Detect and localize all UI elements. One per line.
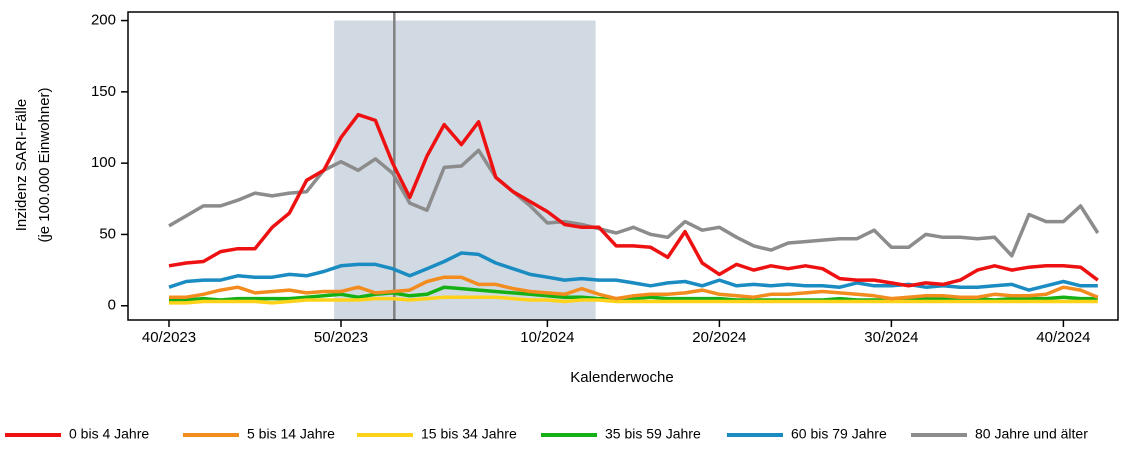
x-tick-label: 20/2024 <box>692 329 746 346</box>
y-axis-label: Inzidenz SARI-Fälle <box>13 99 30 232</box>
y-tick-label: 200 <box>91 12 116 29</box>
x-tick-label: 40/2024 <box>1036 329 1090 346</box>
highlight-band <box>334 20 596 321</box>
legend-label: 60 bis 79 Jahre <box>791 426 887 442</box>
legend-label: 35 bis 59 Jahre <box>605 426 701 442</box>
y-tick-label: 0 <box>108 297 116 314</box>
series-line <box>169 295 1098 305</box>
y-tick-label: 50 <box>99 225 116 242</box>
legend-label: 5 bis 14 Jahre <box>247 426 335 442</box>
x-tick-label: 50/2023 <box>314 329 368 346</box>
legend-label: 0 bis 4 Jahre <box>69 426 149 442</box>
x-tick-label: 30/2024 <box>864 329 918 346</box>
series-line <box>168 251 1098 292</box>
legend-label: 80 Jahre und älter <box>975 426 1088 442</box>
legend-label: 15 bis 34 Jahre <box>421 426 517 442</box>
y-tick-label: 150 <box>91 83 116 100</box>
x-tick-label: 40/2023 <box>142 329 196 346</box>
series-line <box>168 112 1099 288</box>
series-line <box>168 148 1100 258</box>
series-line <box>169 275 1099 301</box>
series-line <box>169 285 1098 302</box>
y-tick-label: 100 <box>91 154 116 171</box>
x-tick-label: 10/2024 <box>520 329 574 346</box>
y-axis-label: (je 100.000 Einwohner) <box>36 87 53 242</box>
plot-frame <box>127 11 1119 321</box>
x-axis-label: Kalenderwoche <box>570 369 673 386</box>
